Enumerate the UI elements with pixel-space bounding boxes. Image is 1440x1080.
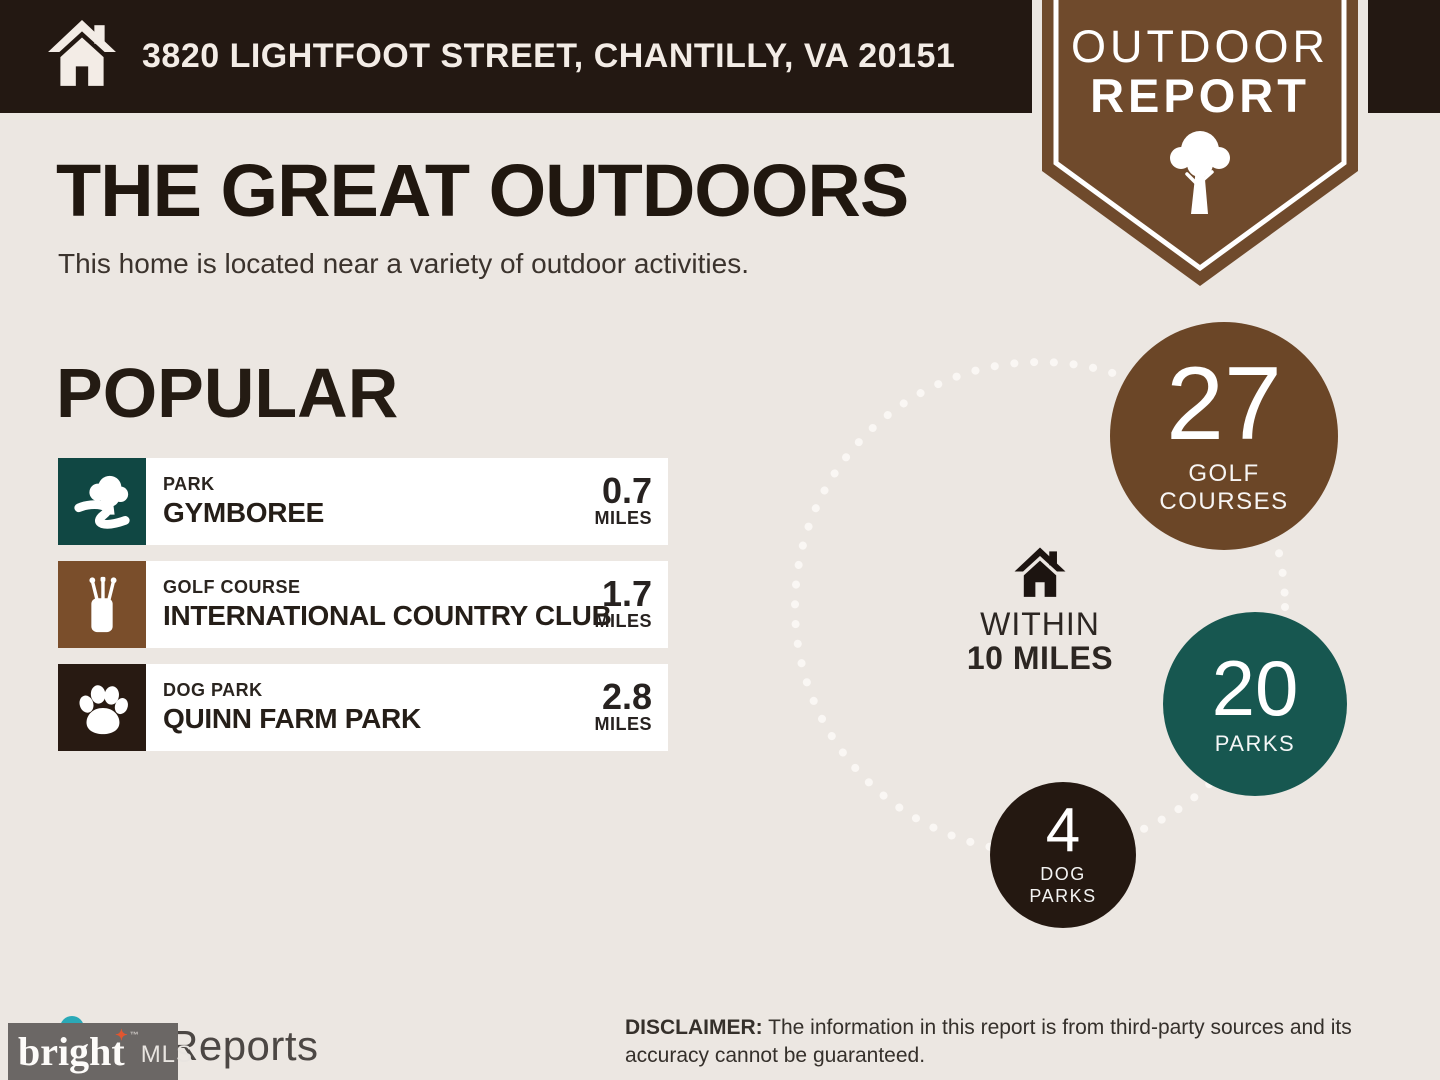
list-item-text: PARK GYMBOREE [146, 458, 552, 545]
bright-mls-watermark: bright ✦ ™ MLS [8, 1023, 192, 1080]
dog-parks-count: 4 [1045, 796, 1081, 866]
distance-unit: MILES [594, 508, 652, 528]
list-item-golf-course: GOLF COURSE INTERNATIONAL COUNTRY CLUB 1… [58, 561, 668, 648]
ten-mile-radius-dotted-circle [791, 358, 1289, 856]
parks-label: PARKS [1214, 730, 1296, 756]
list-item-distance: 2.8 MILES [552, 664, 668, 751]
distance-value: 1.7 [601, 573, 652, 614]
property-address: 3820 LIGHTFOOT STREET, CHANTILLY, VA 201… [142, 37, 956, 75]
distance-value: 2.8 [601, 676, 652, 717]
distance-value: 0.7 [601, 470, 652, 511]
page-title: THE GREAT OUTDOORS [56, 149, 909, 232]
popular-list: PARK GYMBOREE 0.7 MILES [58, 458, 668, 767]
golf-courses-label: GOLF COURSES [1159, 459, 1289, 516]
logo-star-icon: ✦ [115, 1028, 128, 1044]
trademark-symbol: ™ [129, 1030, 139, 1040]
within-label: WITHIN [980, 606, 1100, 642]
dog-icon-tile [58, 664, 146, 751]
disclaimer-line1: The information in this report is from t… [768, 1016, 1352, 1039]
list-item-category: PARK [163, 474, 215, 494]
list-item-category: DOG PARK [163, 680, 263, 700]
list-item-category: GOLF COURSE [163, 577, 301, 597]
ten-miles-label: 10 MILES [966, 640, 1114, 676]
home-icon [48, 20, 116, 86]
popular-heading: POPULAR [56, 354, 399, 432]
list-item-name: GYMBOREE [163, 497, 324, 528]
dog-parks-bubble: 4 DOG PARKS [990, 782, 1136, 928]
disclaimer-line2: accuracy cannot be guaranteed. [625, 1044, 926, 1067]
list-item-distance: 0.7 MILES [552, 458, 668, 545]
page-subtitle: This home is located near a variety of o… [58, 248, 750, 279]
outdoor-report-ribbon: OUTDOOR REPORT [1032, 0, 1368, 300]
list-item-park: PARK GYMBOREE 0.7 MILES [58, 458, 668, 545]
park-icon-tile [58, 458, 146, 545]
parks-bubble: 20 PARKS [1163, 612, 1347, 796]
parks-count: 20 [1211, 643, 1299, 732]
distance-unit: MILES [594, 611, 652, 631]
disclaimer: DISCLAIMER: The information in this repo… [625, 1014, 1415, 1070]
golf-courses-bubble: 27 GOLF COURSES [1110, 322, 1338, 550]
tree-icon [1170, 131, 1230, 214]
disclaimer-label: DISCLAIMER: [625, 1016, 763, 1039]
house-icon [1014, 547, 1066, 597]
ribbon-inner-outline [1053, 0, 1347, 272]
golf-bag-icon [89, 576, 117, 632]
list-item-name: QUINN FARM PARK [163, 703, 421, 734]
list-item-distance: 1.7 MILES [552, 561, 668, 648]
golf-icon-tile [58, 561, 146, 648]
radius-center-label: WITHIN 10 MILES [940, 607, 1140, 675]
distance-unit: MILES [594, 714, 652, 734]
paw-icon [79, 684, 128, 734]
list-item-text: GOLF COURSE INTERNATIONAL COUNTRY CLUB [146, 561, 612, 648]
ribbon-line2: REPORT [1090, 69, 1310, 122]
list-item-name: INTERNATIONAL COUNTRY CLUB [163, 600, 612, 631]
ribbon-line1: OUTDOOR [1071, 21, 1329, 72]
list-item-text: DOG PARK QUINN FARM PARK [146, 664, 552, 751]
reports-watermark-text: Reports [168, 1022, 319, 1069]
bright-logo-text: bright ✦ ™ [18, 1028, 139, 1075]
golf-courses-count: 27 [1166, 345, 1282, 462]
dog-parks-label: DOG PARKS [1029, 864, 1097, 906]
list-item-dog-park: DOG PARK QUINN FARM PARK 2.8 MILES [58, 664, 668, 751]
mls-logo-text: MLS [140, 1041, 194, 1068]
park-tree-icon [74, 475, 130, 529]
